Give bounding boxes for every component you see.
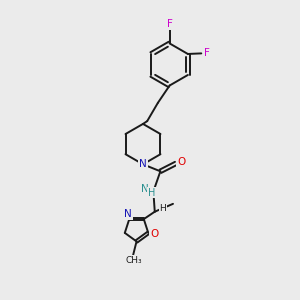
Text: H: H [148,188,156,198]
Text: O: O [150,229,159,239]
Text: F: F [204,48,210,59]
Text: H: H [159,204,166,213]
Text: N: N [139,159,147,169]
Text: O: O [177,157,185,167]
Text: N: N [140,184,148,194]
Text: N: N [124,209,132,219]
Text: F: F [167,20,172,29]
Text: CH₃: CH₃ [125,256,142,265]
